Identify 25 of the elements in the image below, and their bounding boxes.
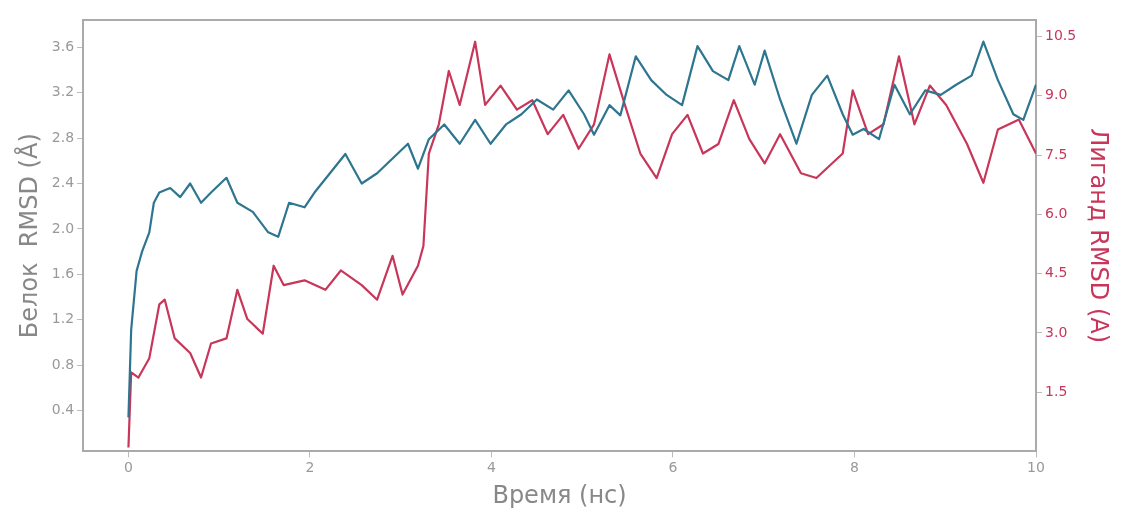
- y-tick-label: 0.8: [51, 355, 75, 372]
- y-tick-label: 1.2: [51, 310, 75, 327]
- y2-tick-label: 10.5: [1045, 27, 1077, 44]
- y2-axis-title: Лиганд RMSD (A): [1085, 128, 1114, 344]
- y2-tick-label: 6.0: [1045, 205, 1068, 222]
- x-tick-label: 4: [487, 459, 497, 476]
- y2-tick-label: 7.5: [1045, 145, 1068, 162]
- y2-tick-label: 4.5: [1045, 264, 1068, 281]
- y-tick-label: 3.6: [51, 37, 75, 54]
- x-tick-label: 2: [305, 459, 315, 476]
- y2-tick-label: 3.0: [1045, 323, 1068, 340]
- y-tick-label: 2.4: [51, 174, 75, 191]
- y-tick-label: 0.4: [51, 401, 75, 418]
- y-tick-label: 1.6: [51, 264, 75, 281]
- y-axis-title: Белок RMSD (Å): [13, 133, 43, 339]
- x-axis-title: Время (нс): [492, 480, 627, 509]
- x-tick-label: 8: [850, 459, 859, 476]
- x-tick-label: 10: [1027, 459, 1045, 476]
- y-tick-label: 3.2: [51, 83, 75, 100]
- y-tick-label: 2.8: [51, 128, 75, 145]
- y-tick-label: 2.0: [51, 219, 75, 236]
- x-tick-label: 6: [668, 459, 678, 476]
- y2-tick-label: 9.0: [1045, 86, 1068, 103]
- x-tick-label: 0: [123, 459, 133, 476]
- y2-tick-label: 1.5: [1045, 382, 1068, 399]
